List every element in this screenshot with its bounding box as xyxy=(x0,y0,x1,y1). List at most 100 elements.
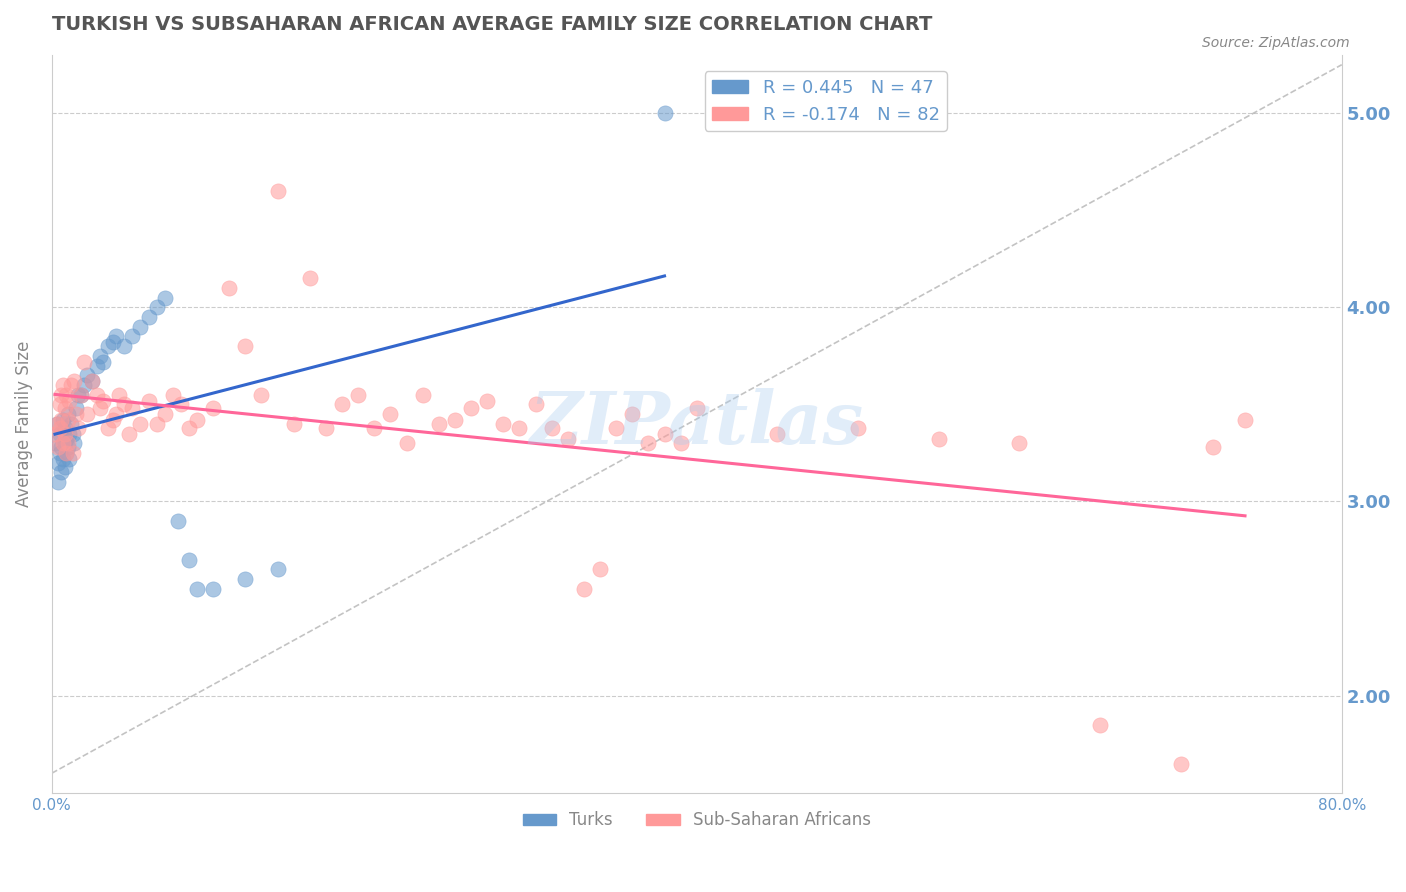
Point xyxy=(46,475,69,489)
Point xyxy=(508,420,530,434)
Point xyxy=(51,466,73,480)
Point xyxy=(669,436,692,450)
Point xyxy=(380,407,402,421)
Point xyxy=(56,436,79,450)
Point xyxy=(44,436,66,450)
Point xyxy=(58,393,80,408)
Point xyxy=(101,335,124,350)
Point xyxy=(233,339,256,353)
Point xyxy=(589,562,612,576)
Point xyxy=(53,426,76,441)
Point xyxy=(524,397,547,411)
Point xyxy=(557,433,579,447)
Point xyxy=(1008,436,1031,450)
Point xyxy=(56,413,79,427)
Point xyxy=(145,417,167,431)
Point xyxy=(347,387,370,401)
Point xyxy=(49,397,72,411)
Point xyxy=(80,374,103,388)
Point xyxy=(66,420,89,434)
Point xyxy=(427,417,450,431)
Point xyxy=(654,426,676,441)
Text: TURKISH VS SUBSAHARAN AFRICAN AVERAGE FAMILY SIZE CORRELATION CHART: TURKISH VS SUBSAHARAN AFRICAN AVERAGE FA… xyxy=(52,15,932,34)
Point xyxy=(62,446,84,460)
Point xyxy=(605,420,627,434)
Point xyxy=(44,426,66,441)
Point xyxy=(118,426,141,441)
Point xyxy=(63,436,86,450)
Point xyxy=(112,397,135,411)
Point xyxy=(105,407,128,421)
Point xyxy=(63,374,86,388)
Point xyxy=(121,329,143,343)
Point xyxy=(266,562,288,576)
Point xyxy=(53,459,76,474)
Point xyxy=(186,413,208,427)
Point xyxy=(201,401,224,416)
Point xyxy=(52,378,75,392)
Point xyxy=(56,440,79,454)
Point xyxy=(108,387,131,401)
Point xyxy=(46,440,69,454)
Point xyxy=(395,436,418,450)
Point xyxy=(153,407,176,421)
Point xyxy=(86,359,108,373)
Point xyxy=(73,355,96,369)
Point xyxy=(93,355,115,369)
Point xyxy=(60,417,83,431)
Point xyxy=(60,378,83,392)
Point xyxy=(162,387,184,401)
Point xyxy=(58,426,80,441)
Point xyxy=(572,582,595,596)
Point xyxy=(298,271,321,285)
Point xyxy=(76,407,98,421)
Point xyxy=(1202,440,1225,454)
Point xyxy=(101,413,124,427)
Point xyxy=(928,433,950,447)
Point xyxy=(363,420,385,434)
Point xyxy=(51,387,73,401)
Point xyxy=(53,420,76,434)
Point xyxy=(177,420,200,434)
Point xyxy=(69,387,91,401)
Point xyxy=(89,401,111,416)
Point xyxy=(93,393,115,408)
Point xyxy=(97,339,120,353)
Point xyxy=(51,440,73,454)
Legend: Turks, Sub-Saharan Africans: Turks, Sub-Saharan Africans xyxy=(516,805,877,836)
Point xyxy=(62,426,84,441)
Point xyxy=(65,401,87,416)
Point xyxy=(55,387,77,401)
Point xyxy=(80,374,103,388)
Point xyxy=(621,407,644,421)
Point xyxy=(97,420,120,434)
Point xyxy=(129,417,152,431)
Point xyxy=(186,582,208,596)
Point xyxy=(58,451,80,466)
Y-axis label: Average Family Size: Average Family Size xyxy=(15,341,32,507)
Point xyxy=(89,349,111,363)
Point xyxy=(218,281,240,295)
Point xyxy=(45,417,67,431)
Point xyxy=(460,401,482,416)
Point xyxy=(56,407,79,421)
Point xyxy=(846,420,869,434)
Point xyxy=(52,451,75,466)
Point xyxy=(129,319,152,334)
Point xyxy=(49,426,72,441)
Text: ZIPatlas: ZIPatlas xyxy=(530,388,863,459)
Point xyxy=(170,397,193,411)
Point xyxy=(55,433,77,447)
Point xyxy=(444,413,467,427)
Point xyxy=(121,401,143,416)
Point xyxy=(105,329,128,343)
Point xyxy=(145,301,167,315)
Point xyxy=(315,420,337,434)
Point xyxy=(45,417,67,431)
Point xyxy=(138,310,160,324)
Point xyxy=(66,387,89,401)
Point xyxy=(540,420,562,434)
Point xyxy=(112,339,135,353)
Point xyxy=(55,446,77,460)
Text: Source: ZipAtlas.com: Source: ZipAtlas.com xyxy=(1202,36,1350,50)
